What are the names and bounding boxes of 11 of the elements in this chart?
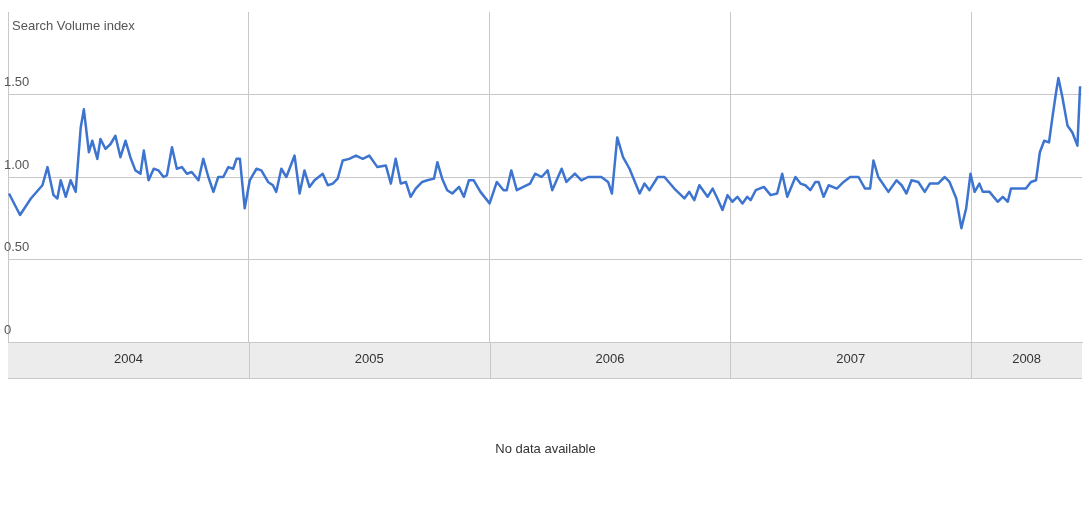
x-tick-label: 2005 (354, 351, 384, 367)
y-tick-label: 1.50 (4, 74, 30, 90)
text: No data available (494, 440, 597, 458)
x-tick-label: 2008 (1012, 351, 1042, 367)
y-tick-label: 1.00 (4, 156, 30, 172)
y-tick-label: 0.50 (4, 239, 30, 255)
x-tick-label: 2006 (595, 351, 625, 367)
y-axis-title: Search Volume index (12, 18, 136, 34)
x-tick-label: 2004 (113, 351, 143, 367)
y-tick-label: 0 (4, 321, 12, 337)
x-tick-label: 2007 (836, 351, 866, 367)
